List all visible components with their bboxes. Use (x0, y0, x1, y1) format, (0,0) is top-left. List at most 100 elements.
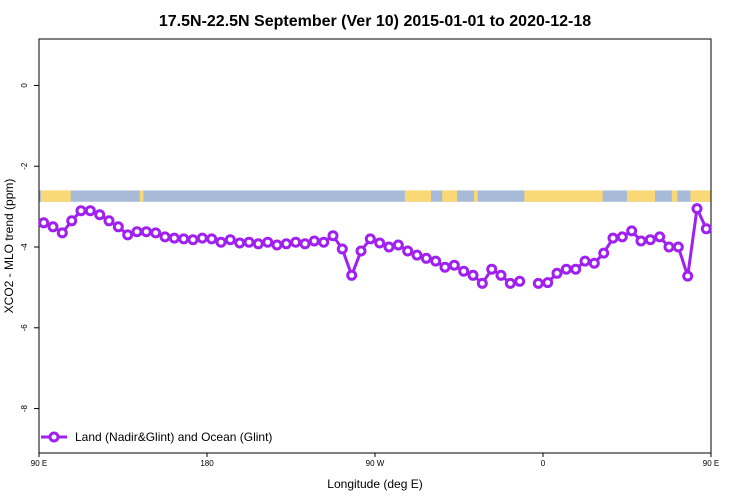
data-point (420, 252, 432, 264)
data-point (486, 263, 498, 275)
data-point (196, 232, 208, 244)
ocean-band (39, 190, 711, 202)
x-tick-label: 90 W (366, 459, 385, 468)
y-tick-label: -6 (20, 324, 29, 332)
land-band (524, 190, 603, 202)
land-band (139, 190, 144, 202)
land-band (627, 190, 655, 202)
legend-label: Land (Nadir&Glint) and Ocean (Glint) (75, 430, 272, 444)
data-point (299, 238, 311, 250)
land-band (404, 190, 431, 202)
data-point (663, 241, 675, 253)
plot-frame (38, 38, 712, 454)
data-point (56, 227, 68, 239)
data-point (271, 239, 283, 251)
data-point (346, 269, 358, 281)
data-point (616, 231, 628, 243)
data-point (38, 217, 50, 229)
data-point (252, 238, 264, 250)
data-point (644, 234, 656, 246)
data-point (532, 277, 544, 289)
chart-title: 17.5N-22.5N September (Ver 10) 2015-01-0… (159, 13, 591, 30)
legend: Land (Nadir&Glint) and Ocean (Glint) (41, 430, 272, 444)
data-point (336, 243, 348, 255)
y-tick-label: -2 (20, 162, 29, 170)
data-point (224, 234, 236, 246)
data-point (327, 230, 339, 242)
data-point (560, 263, 572, 275)
data-point (467, 269, 479, 281)
y-tick-label: 0 (20, 83, 29, 88)
data-point (66, 215, 78, 227)
land-ocean-strip (39, 190, 711, 202)
data-point (383, 241, 395, 253)
data-point (290, 236, 302, 248)
data-point (504, 277, 516, 289)
x-tick-label: 0 (541, 459, 546, 468)
y-tick-label: -8 (20, 404, 29, 412)
x-axis: 90 E 180 90 W 0 90 E (31, 453, 719, 468)
y-axis-label: XCO2 - MLO trend (ppm) (2, 179, 16, 314)
data-point (215, 236, 227, 248)
data-point (131, 226, 143, 238)
data-point (187, 234, 199, 246)
data-point (588, 257, 600, 269)
data-point (168, 232, 180, 244)
land-band (473, 190, 478, 202)
data-point (364, 233, 376, 245)
data-point (691, 203, 703, 215)
data-point (448, 259, 460, 271)
data-point (439, 261, 451, 273)
data-point (514, 275, 526, 287)
data-point (598, 247, 610, 259)
data-point (626, 225, 638, 237)
data-point (75, 205, 87, 217)
data-point (495, 269, 507, 281)
land-band (690, 190, 711, 202)
data-point (607, 232, 619, 244)
data-point (476, 277, 488, 289)
data-point (84, 205, 96, 217)
data-point (542, 277, 554, 289)
land-band (442, 190, 458, 202)
data-point (280, 238, 292, 250)
data-point (672, 241, 684, 253)
data-point (411, 249, 423, 261)
data-point (700, 223, 712, 235)
data-point (103, 215, 115, 227)
data-point (570, 263, 582, 275)
y-tick-label: -4 (20, 243, 29, 251)
data-point (355, 245, 367, 257)
x-axis-label: Longitude (deg E) (327, 477, 422, 491)
data-point (94, 209, 106, 221)
y-axis: 0 -2 -4 -6 -8 (20, 83, 39, 412)
data-point (262, 236, 274, 248)
data-point (178, 233, 190, 245)
data-point (579, 255, 591, 267)
x-tick-label: 90 E (703, 459, 719, 468)
data-point (112, 221, 124, 233)
x-tick-label: 90 E (31, 459, 47, 468)
data-point (318, 236, 330, 248)
data-point (243, 236, 255, 248)
x-tick-label: 180 (200, 459, 214, 468)
series-group (38, 203, 712, 289)
data-point (150, 227, 162, 239)
data-point (234, 237, 246, 249)
data-point (430, 255, 442, 267)
data-point (47, 221, 59, 233)
data-point (159, 231, 171, 243)
data-point (122, 229, 134, 241)
data-point (206, 233, 218, 245)
land-band (671, 190, 678, 202)
land-band (40, 190, 71, 202)
data-point (308, 235, 320, 247)
legend-marker (48, 431, 60, 443)
data-point (140, 226, 152, 238)
data-point (635, 235, 647, 247)
data-point (392, 239, 404, 251)
data-point (458, 265, 470, 277)
data-point (374, 237, 386, 249)
data-point (682, 270, 694, 282)
